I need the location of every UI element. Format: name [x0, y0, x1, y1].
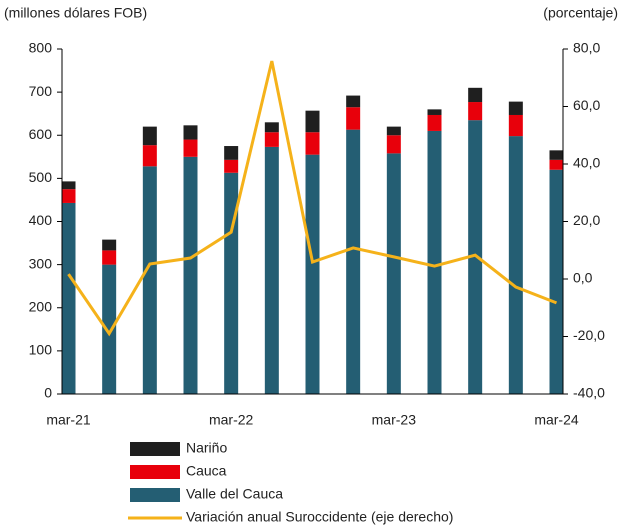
x-tick-label: mar-23 [372, 412, 417, 428]
y-tick-label: 0 [44, 385, 52, 401]
bar-segment [427, 114, 442, 131]
legend-swatch [130, 488, 180, 502]
y-tick-label: 800 [29, 40, 53, 56]
bar-segment [549, 169, 564, 394]
y-tick-label: 300 [29, 255, 53, 271]
bar-segment [183, 125, 198, 140]
y2-tick-label: 80,0 [573, 40, 600, 56]
bar-segment [386, 126, 401, 136]
y2-tick-label: 20,0 [573, 212, 600, 228]
bar-segment [61, 181, 76, 190]
x-tick-label: mar-21 [46, 412, 91, 428]
bar-segment [468, 87, 483, 103]
y-tick-label: 500 [29, 169, 53, 185]
bar-segment [142, 145, 157, 167]
bar-segment [305, 110, 320, 133]
legend-swatch [130, 465, 180, 479]
x-tick-label: mar-24 [534, 412, 579, 428]
bar-segment [386, 135, 401, 154]
bar-segment [264, 122, 279, 133]
bar-segment [346, 107, 361, 130]
bar-segment [264, 146, 279, 394]
y2-tick-label: -20,0 [573, 327, 605, 343]
y-tick-label: 400 [29, 212, 53, 228]
bar-segment [346, 95, 361, 108]
bar-segment [427, 130, 442, 394]
bar-segment [102, 239, 117, 251]
bar-segment [468, 120, 483, 394]
y2-tick-label: 40,0 [573, 155, 600, 171]
y-axis-label: (millones dólares FOB) [4, 5, 147, 21]
bar-segment [427, 109, 442, 115]
legend-label: Nariño [186, 440, 227, 456]
bar-segment [264, 132, 279, 147]
y2-tick-label: -40,0 [573, 385, 605, 401]
bar-segment [346, 129, 361, 395]
bar-segment [102, 264, 117, 394]
y-tick-label: 600 [29, 126, 53, 142]
bar-segment [549, 159, 564, 170]
y-tick-label: 100 [29, 342, 53, 358]
bar-segment [224, 159, 239, 173]
y-tick-label: 200 [29, 298, 53, 314]
line-series [67, 60, 558, 337]
bar-segment [224, 172, 239, 394]
bar-segment [305, 154, 320, 394]
bar-segment [61, 189, 76, 203]
bar-segment [305, 132, 320, 155]
x-tick-label: mar-22 [209, 412, 254, 428]
y2-tick-label: 60,0 [573, 97, 600, 113]
bar-segment [61, 202, 76, 394]
bar-segment [142, 126, 157, 146]
legend-label: Cauca [186, 463, 227, 479]
y2-axis-label: (porcentaje) [543, 5, 618, 21]
y-tick-label: 700 [29, 83, 53, 99]
y2-tick-label: 0,0 [573, 270, 593, 286]
bar-segment [386, 153, 401, 394]
legend-swatch [130, 442, 180, 456]
bar-segment [468, 102, 483, 121]
bar-segment [224, 146, 239, 160]
bar-segment [102, 250, 117, 265]
bar-segment [549, 150, 564, 160]
bar-segment [508, 114, 523, 137]
bar-segment [142, 166, 157, 394]
bar-segment [508, 101, 523, 115]
bar-segment [183, 156, 198, 394]
legend-label: Valle del Cauca [186, 486, 283, 502]
legend-label: Variación anual Suroccidente (eje derech… [186, 509, 453, 525]
bar-segment [508, 136, 523, 395]
bar-segment [183, 139, 198, 157]
